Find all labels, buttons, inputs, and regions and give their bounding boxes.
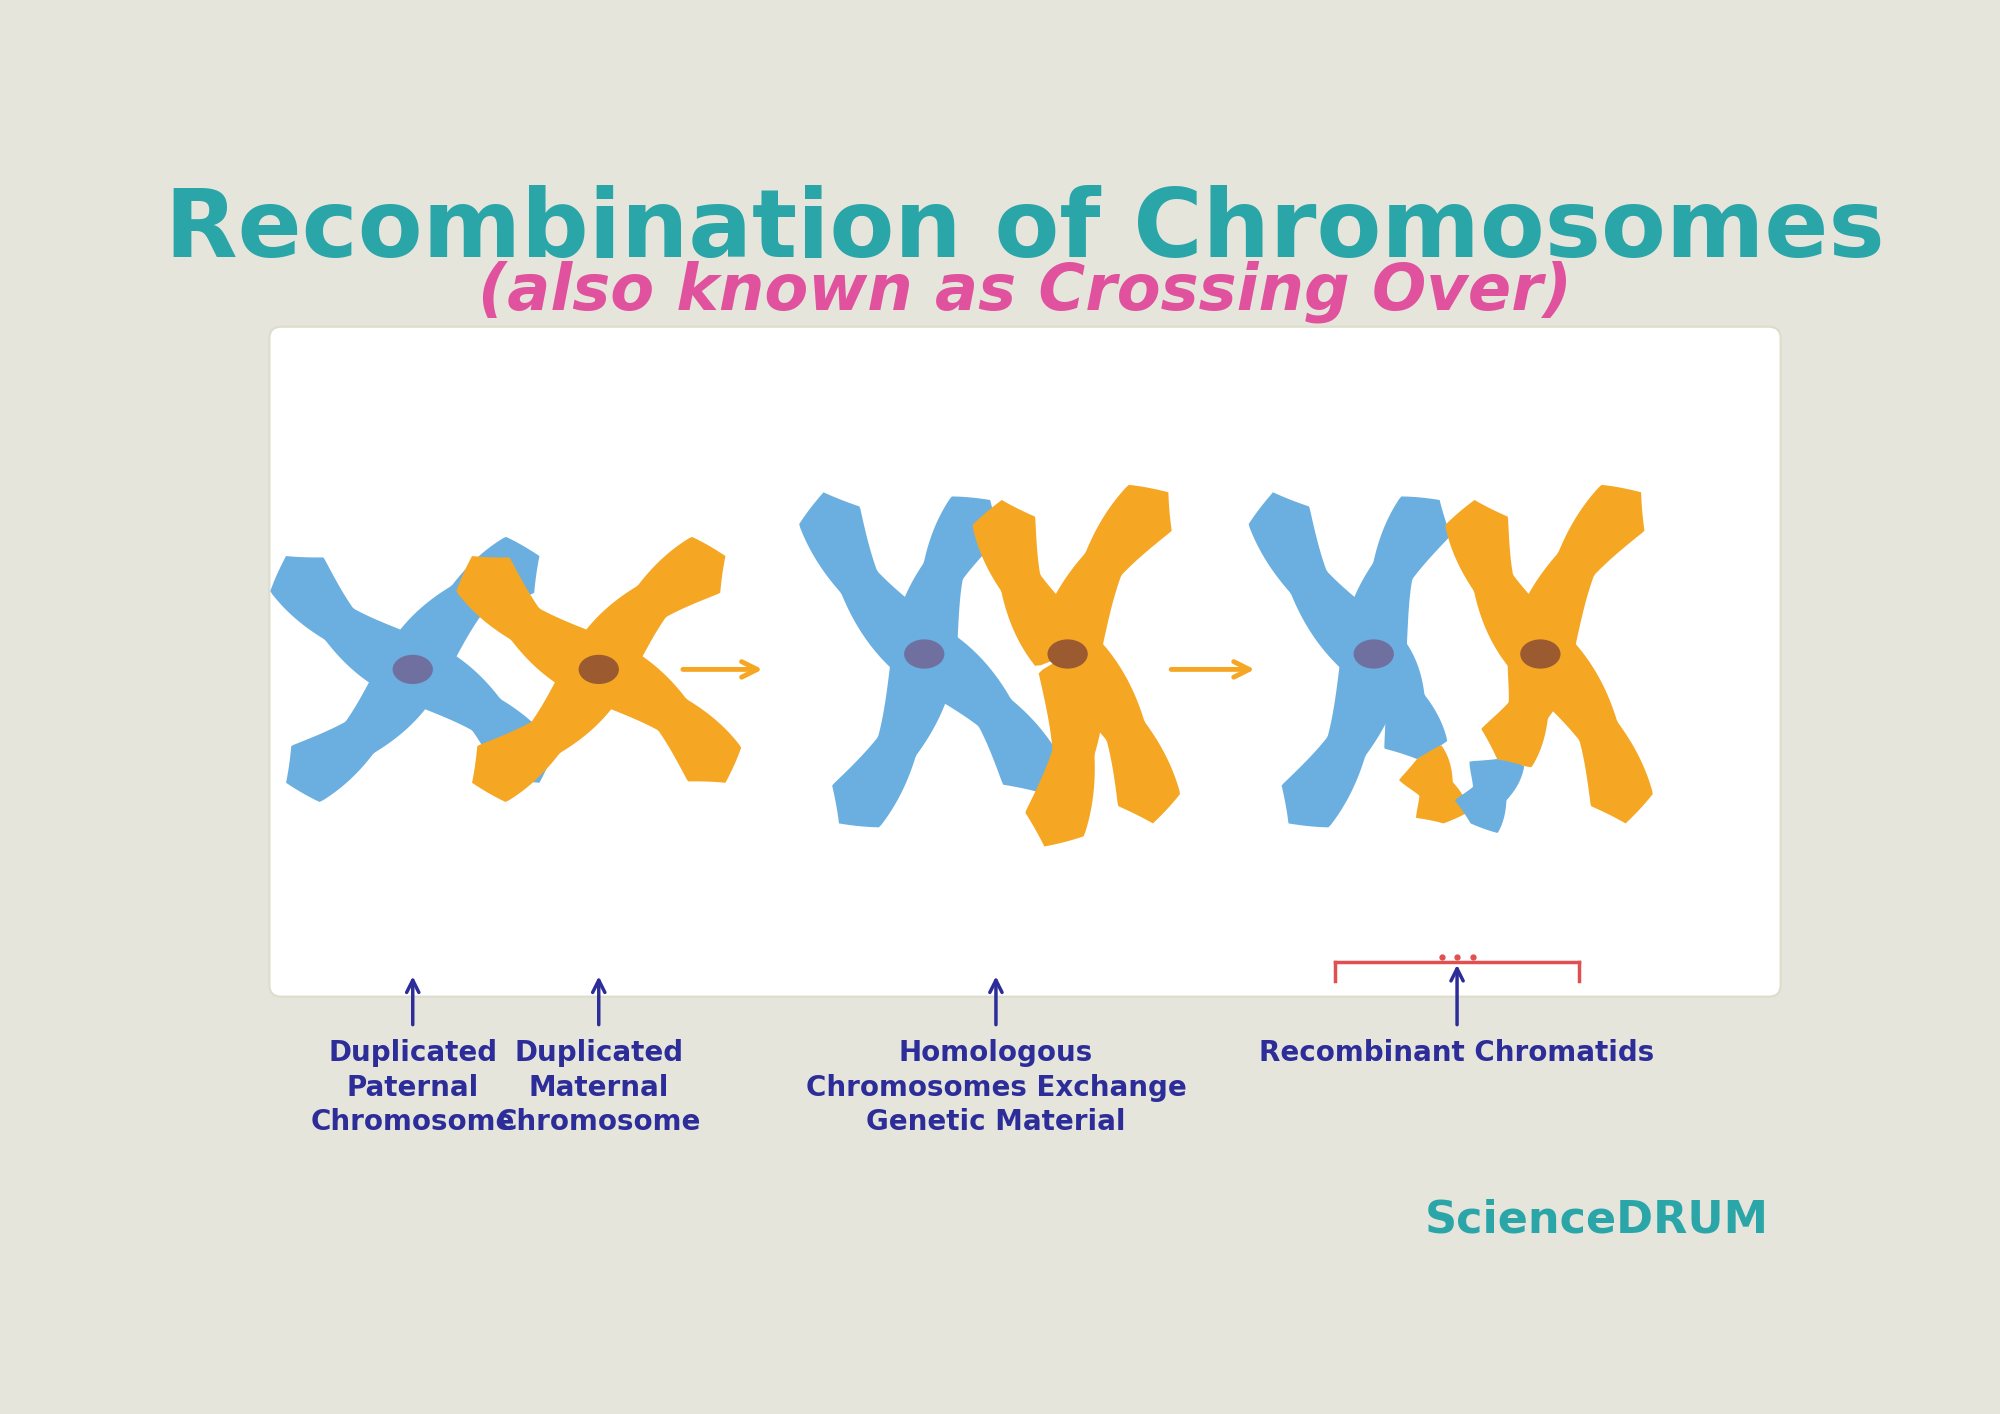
Polygon shape bbox=[456, 556, 602, 694]
Polygon shape bbox=[1512, 485, 1644, 655]
Polygon shape bbox=[1248, 492, 1384, 670]
Ellipse shape bbox=[904, 639, 944, 669]
Text: Recombinant Chromatids: Recombinant Chromatids bbox=[1260, 1039, 1654, 1068]
Polygon shape bbox=[1342, 496, 1450, 655]
Polygon shape bbox=[270, 556, 416, 694]
Text: Homologous
Chromosomes Exchange
Genetic Material: Homologous Chromosomes Exchange Genetic … bbox=[806, 1039, 1186, 1137]
Polygon shape bbox=[1482, 655, 1572, 768]
Polygon shape bbox=[832, 655, 954, 827]
Polygon shape bbox=[800, 492, 934, 670]
Text: ScienceDRUM: ScienceDRUM bbox=[1424, 1199, 1770, 1241]
Polygon shape bbox=[1446, 501, 1558, 666]
Polygon shape bbox=[1282, 655, 1404, 827]
Ellipse shape bbox=[392, 655, 432, 684]
Ellipse shape bbox=[1354, 639, 1394, 669]
Polygon shape bbox=[894, 496, 1002, 655]
Polygon shape bbox=[1054, 642, 1180, 823]
Polygon shape bbox=[1026, 655, 1104, 847]
Text: Duplicated
Paternal
Chromosome: Duplicated Paternal Chromosome bbox=[310, 1039, 514, 1137]
Polygon shape bbox=[1456, 759, 1524, 833]
Ellipse shape bbox=[1048, 639, 1088, 669]
Polygon shape bbox=[472, 663, 620, 802]
Polygon shape bbox=[1040, 485, 1172, 655]
Polygon shape bbox=[576, 537, 726, 676]
Ellipse shape bbox=[578, 655, 618, 684]
Polygon shape bbox=[1400, 745, 1470, 823]
Ellipse shape bbox=[1520, 639, 1560, 669]
FancyBboxPatch shape bbox=[270, 327, 1780, 997]
Polygon shape bbox=[1354, 639, 1448, 759]
Polygon shape bbox=[286, 663, 434, 802]
Text: (also known as Crossing Over): (also known as Crossing Over) bbox=[478, 260, 1572, 324]
Polygon shape bbox=[390, 537, 540, 676]
Polygon shape bbox=[972, 501, 1084, 666]
Text: Recombination of Chromosomes: Recombination of Chromosomes bbox=[166, 184, 1884, 277]
Polygon shape bbox=[1526, 642, 1652, 823]
Text: Duplicated
Maternal
Chromosome: Duplicated Maternal Chromosome bbox=[496, 1039, 700, 1137]
Polygon shape bbox=[918, 633, 1060, 793]
Polygon shape bbox=[596, 645, 742, 783]
Polygon shape bbox=[410, 645, 556, 783]
